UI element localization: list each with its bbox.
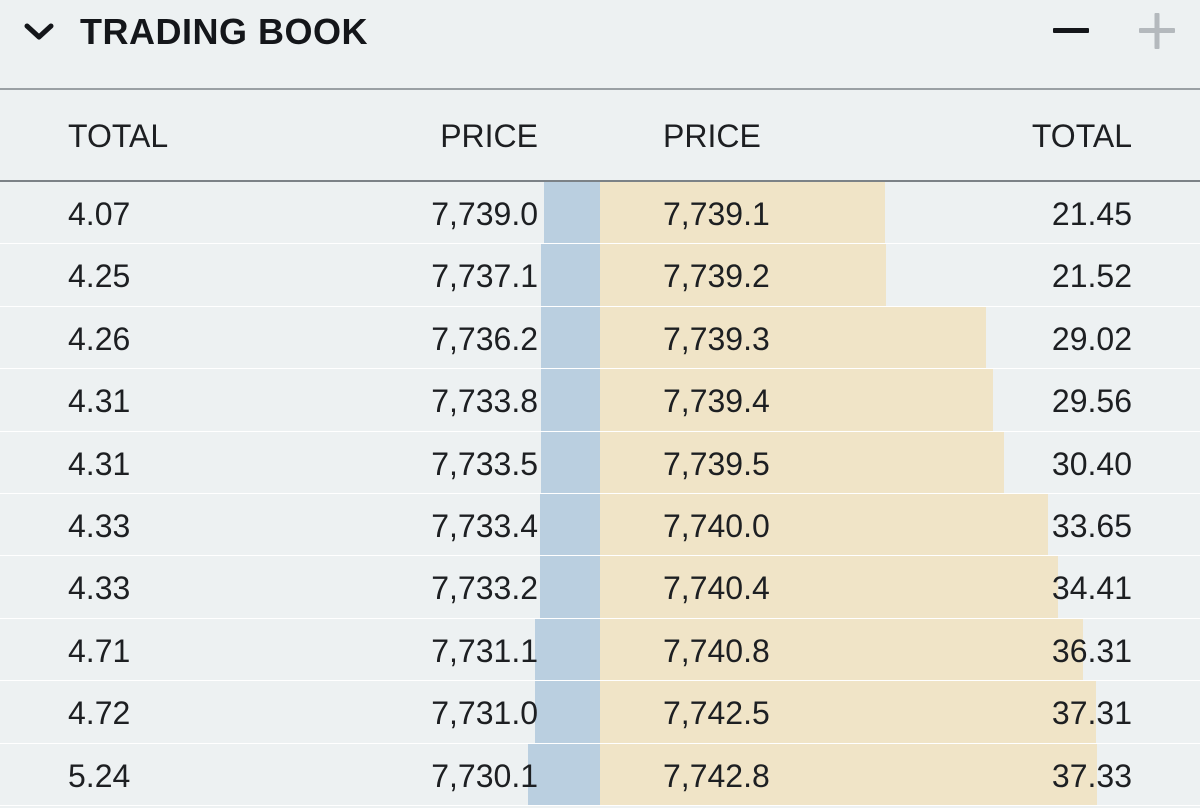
ask-total-cell: 29.02 (1051, 320, 1132, 357)
bid-depth-bar (534, 681, 600, 743)
ask-depth-bar (600, 618, 1083, 681)
bid-depth-bar (540, 369, 600, 431)
ask-total-cell: 21.45 (1051, 196, 1132, 232)
order-book-row[interactable]: 4.72 7,731.0 7,742.5 37.31 (0, 681, 1200, 744)
column-headers: TOTAL PRICE PRICE TOTAL (0, 90, 1200, 182)
minus-icon[interactable] (1050, 10, 1092, 52)
ask-depth-bar (600, 493, 1048, 556)
order-book-row[interactable]: 4.33 7,733.4 7,740.0 33.65 (0, 493, 1200, 557)
ask-price-cell: 7,739.1 (663, 196, 770, 232)
bid-price-cell: 7,733.4 (431, 507, 538, 544)
ask-depth-bar (600, 244, 887, 306)
plus-icon[interactable] (1136, 8, 1178, 54)
ask-price-cell: 7,742.5 (663, 695, 770, 732)
bid-total-cell: 4.71 (68, 632, 131, 669)
bid-price-cell: 7,737.1 (431, 258, 538, 295)
ask-depth-bar (600, 681, 1097, 743)
ask-total-cell: 37.31 (1051, 695, 1132, 732)
bid-total-cell: 4.31 (68, 445, 131, 482)
ask-price-cell: 7,740.0 (663, 507, 770, 544)
ask-total-cell: 33.65 (1051, 507, 1132, 544)
bid-price-cell: 7,731.1 (431, 632, 538, 669)
ask-total-cell: 36.31 (1051, 632, 1132, 669)
order-book-row[interactable]: 4.07 7,739.0 7,739.1 21.45 (0, 182, 1200, 245)
bid-price-cell: 7,733.8 (431, 383, 538, 420)
bid-depth-bar (543, 182, 600, 244)
order-book-rows: 4.07 7,739.0 7,739.1 21.45 4.25 7,737.1 7,739.… (0, 182, 1200, 806)
order-book-row[interactable]: 4.71 7,731.1 7,740.8 36.31 (0, 618, 1200, 682)
bid-price-header: PRICE (440, 118, 538, 154)
bid-total-header: TOTAL (68, 118, 169, 154)
ask-total-header: TOTAL (1031, 118, 1132, 154)
chevron-down-icon[interactable] (22, 20, 56, 44)
order-book-row[interactable]: 4.25 7,737.1 7,739.2 21.52 (0, 244, 1200, 307)
ask-total-cell: 37.33 (1051, 757, 1132, 794)
bid-depth-bar (540, 431, 600, 493)
bid-price-cell: 7,733.5 (431, 445, 538, 482)
ask-depth-bar (600, 556, 1058, 618)
trading-book-header: TRADING BOOK (0, 0, 1200, 90)
bid-depth-bar (541, 306, 600, 369)
ask-depth-bar (600, 306, 986, 369)
bid-total-cell: 4.26 (68, 320, 131, 357)
bid-price-cell: 7,739.0 (431, 196, 538, 232)
order-book-row[interactable]: 4.33 7,733.2 7,740.4 34.41 (0, 556, 1200, 619)
bid-total-cell: 4.33 (68, 507, 131, 544)
ask-price-cell: 7,740.8 (663, 632, 770, 669)
order-book-row[interactable]: 4.31 7,733.8 7,739.4 29.56 (0, 369, 1200, 432)
ask-price-cell: 7,739.3 (663, 320, 770, 357)
order-book-row[interactable]: 4.26 7,736.2 7,739.3 29.02 (0, 306, 1200, 370)
ask-price-header: PRICE (663, 118, 761, 154)
bid-price-cell: 7,733.2 (431, 570, 538, 607)
bid-total-cell: 5.24 (68, 757, 131, 794)
bid-depth-bar (540, 493, 600, 556)
bid-depth-bar (540, 556, 600, 618)
bid-depth-bar (527, 743, 600, 805)
order-book-row[interactable]: 5.24 7,730.1 7,742.8 37.33 (0, 743, 1200, 806)
bid-total-cell: 4.25 (68, 258, 131, 295)
bid-total-cell: 4.33 (68, 570, 131, 607)
ask-depth-bar (600, 743, 1097, 805)
ask-total-cell: 29.56 (1051, 383, 1132, 420)
panel-title: TRADING BOOK (80, 11, 368, 52)
ask-total-cell: 21.52 (1051, 258, 1132, 295)
bid-price-cell: 7,736.2 (431, 320, 538, 357)
ask-price-cell: 7,739.4 (663, 383, 770, 420)
bid-total-cell: 4.07 (68, 196, 131, 232)
bid-total-cell: 4.72 (68, 695, 131, 732)
bid-total-cell: 4.31 (68, 383, 131, 420)
bid-depth-bar (541, 244, 600, 306)
ask-price-cell: 7,739.2 (663, 258, 770, 295)
order-book-row[interactable]: 4.31 7,733.5 7,739.5 30.40 (0, 431, 1200, 494)
bid-depth-bar (535, 618, 600, 681)
ask-total-cell: 30.40 (1051, 445, 1132, 482)
ask-depth-bar (600, 182, 886, 244)
bid-price-cell: 7,730.1 (431, 757, 538, 794)
bid-price-cell: 7,731.0 (431, 695, 538, 732)
ask-depth-bar (600, 369, 994, 431)
ask-price-cell: 7,742.8 (663, 757, 770, 794)
ask-price-cell: 7,739.5 (663, 445, 770, 482)
ask-price-cell: 7,740.4 (663, 570, 770, 607)
ask-depth-bar (600, 431, 1005, 493)
ask-total-cell: 34.41 (1051, 570, 1132, 607)
